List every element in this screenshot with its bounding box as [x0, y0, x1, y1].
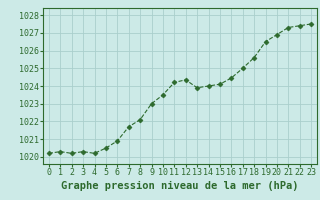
X-axis label: Graphe pression niveau de la mer (hPa): Graphe pression niveau de la mer (hPa) [61, 181, 299, 191]
